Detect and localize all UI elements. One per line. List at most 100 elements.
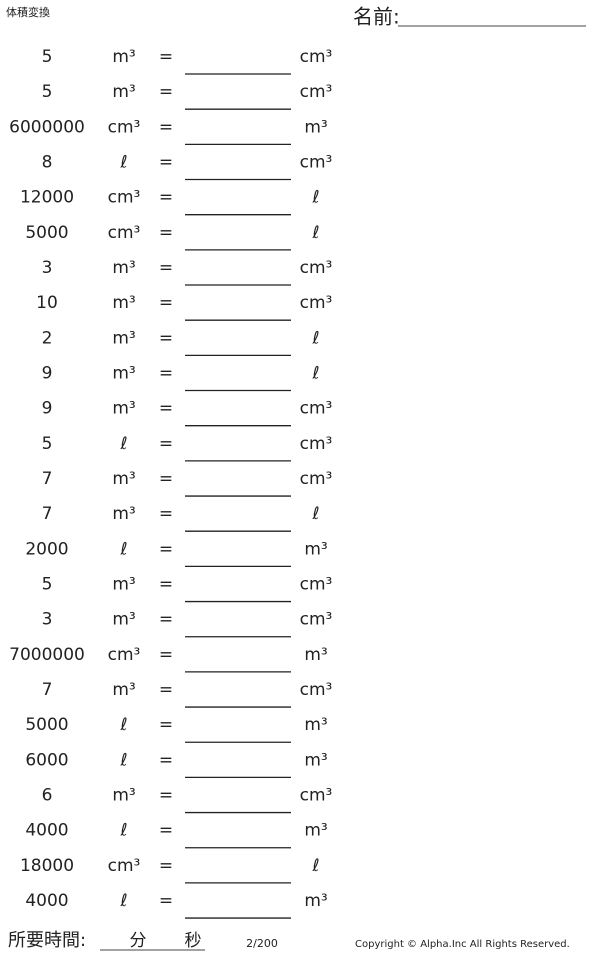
- from-unit: cm³: [108, 188, 141, 208]
- equals-sign: =: [159, 258, 173, 278]
- to-unit: ℓ: [311, 504, 319, 524]
- quantity: 5000: [25, 715, 68, 735]
- equals-sign: =: [159, 715, 173, 735]
- equals-sign: =: [159, 364, 173, 384]
- quantity: 5: [42, 47, 53, 67]
- to-unit: cm³: [300, 399, 333, 419]
- to-unit: m³: [304, 821, 327, 841]
- quantity: 4000: [25, 821, 68, 841]
- to-unit: cm³: [300, 575, 333, 595]
- quantity: 7: [42, 469, 53, 489]
- equals-sign: =: [159, 399, 173, 419]
- from-unit: m³: [112, 47, 135, 67]
- quantity: 6000000: [9, 117, 85, 137]
- from-unit: cm³: [108, 645, 141, 665]
- quantity: 4000: [25, 891, 68, 911]
- minutes-label: 分: [130, 931, 147, 951]
- equals-sign: =: [159, 680, 173, 700]
- equals-sign: =: [159, 750, 173, 770]
- quantity: 5000: [25, 223, 68, 243]
- from-unit: m³: [112, 293, 135, 313]
- equals-sign: =: [159, 821, 173, 841]
- quantity: 10: [36, 293, 58, 313]
- from-unit: cm³: [108, 856, 141, 876]
- equals-sign: =: [159, 117, 173, 137]
- to-unit: cm³: [300, 293, 333, 313]
- from-unit: ℓ: [119, 715, 127, 735]
- equals-sign: =: [159, 786, 173, 806]
- equals-sign: =: [159, 856, 173, 876]
- from-unit: ℓ: [119, 891, 127, 911]
- to-unit: cm³: [300, 47, 333, 67]
- from-unit: ℓ: [119, 750, 127, 770]
- quantity: 9: [42, 364, 53, 384]
- to-unit: m³: [304, 117, 327, 137]
- equals-sign: =: [159, 539, 173, 559]
- quantity: 9: [42, 399, 53, 419]
- from-unit: m³: [112, 258, 135, 278]
- from-unit: m³: [112, 575, 135, 595]
- quantity: 2: [42, 328, 53, 348]
- equals-sign: =: [159, 891, 173, 911]
- equals-sign: =: [159, 223, 173, 243]
- from-unit: m³: [112, 610, 135, 630]
- page-number: 2/200: [246, 937, 278, 950]
- to-unit: cm³: [300, 258, 333, 278]
- from-unit: m³: [112, 328, 135, 348]
- to-unit: m³: [304, 539, 327, 559]
- equals-sign: =: [159, 434, 173, 454]
- from-unit: m³: [112, 364, 135, 384]
- quantity: 12000: [20, 188, 74, 208]
- from-unit: m³: [112, 82, 135, 102]
- equals-sign: =: [159, 293, 173, 313]
- from-unit: ℓ: [119, 434, 127, 454]
- to-unit: cm³: [300, 610, 333, 630]
- equals-sign: =: [159, 328, 173, 348]
- quantity: 2000: [25, 539, 68, 559]
- from-unit: ℓ: [119, 821, 127, 841]
- quantity: 18000: [20, 856, 74, 876]
- from-unit: ℓ: [119, 153, 127, 173]
- title: 体積変換: [6, 5, 50, 19]
- from-unit: cm³: [108, 117, 141, 137]
- quantity: 6: [42, 786, 53, 806]
- equals-sign: =: [159, 153, 173, 173]
- to-unit: ℓ: [311, 856, 319, 876]
- to-unit: ℓ: [311, 188, 319, 208]
- quantity: 7000000: [9, 645, 85, 665]
- quantity: 6000: [25, 750, 68, 770]
- equals-sign: =: [159, 610, 173, 630]
- to-unit: m³: [304, 715, 327, 735]
- from-unit: ℓ: [119, 539, 127, 559]
- to-unit: cm³: [300, 82, 333, 102]
- equals-sign: =: [159, 47, 173, 67]
- from-unit: m³: [112, 399, 135, 419]
- time-label: 所要時間:: [8, 930, 86, 951]
- seconds-label: 秒: [185, 931, 202, 951]
- to-unit: ℓ: [311, 223, 319, 243]
- copyright: Copyright © Alpha.Inc All Rights Reserve…: [355, 939, 570, 950]
- to-unit: m³: [304, 645, 327, 665]
- quantity: 8: [42, 153, 53, 173]
- quantity: 3: [42, 258, 53, 278]
- to-unit: ℓ: [311, 328, 319, 348]
- quantity: 7: [42, 504, 53, 524]
- to-unit: ℓ: [311, 364, 319, 384]
- quantity: 5: [42, 575, 53, 595]
- quantity: 7: [42, 680, 53, 700]
- to-unit: cm³: [300, 786, 333, 806]
- to-unit: cm³: [300, 680, 333, 700]
- to-unit: m³: [304, 891, 327, 911]
- equals-sign: =: [159, 82, 173, 102]
- from-unit: m³: [112, 786, 135, 806]
- to-unit: cm³: [300, 469, 333, 489]
- from-unit: m³: [112, 469, 135, 489]
- equals-sign: =: [159, 504, 173, 524]
- equals-sign: =: [159, 575, 173, 595]
- equals-sign: =: [159, 469, 173, 489]
- name-label: 名前:: [353, 5, 400, 29]
- equals-sign: =: [159, 645, 173, 665]
- from-unit: m³: [112, 680, 135, 700]
